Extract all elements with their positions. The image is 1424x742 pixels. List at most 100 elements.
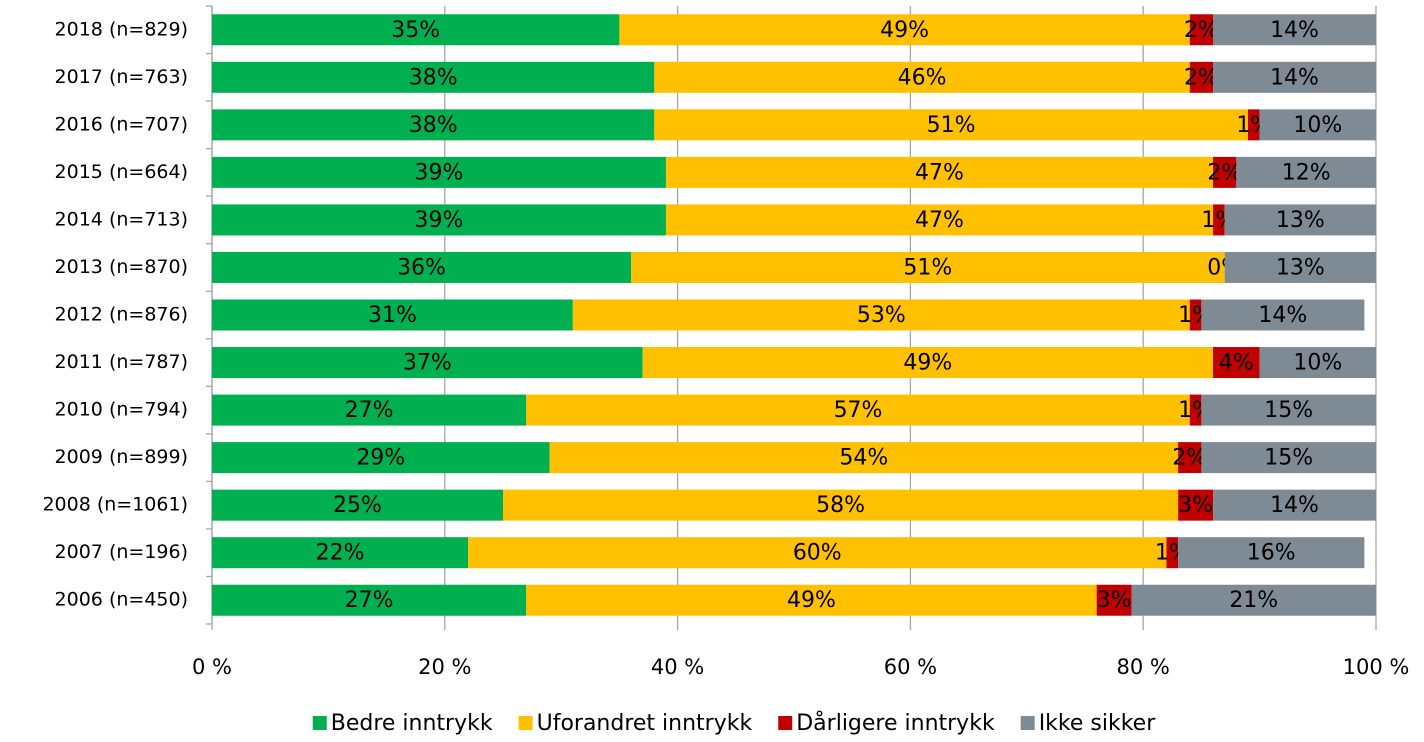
data-label: 38% [409, 65, 458, 90]
bar-segment [572, 299, 1190, 331]
bar-segment [631, 251, 1225, 283]
data-label: 27% [345, 588, 394, 613]
legend-swatch [518, 716, 533, 730]
data-label: 14% [1258, 303, 1307, 328]
legend-swatch [312, 716, 327, 730]
bar-segment [503, 489, 1179, 521]
bar-segment [1213, 347, 1260, 379]
bar-segment [665, 204, 1214, 236]
bar-segment [1213, 14, 1376, 46]
data-label: 3% [1097, 588, 1132, 613]
bar-segment [654, 109, 1248, 141]
y-tick-label: 2013 (n=870) [55, 256, 188, 278]
bar-segment [212, 61, 655, 93]
y-tick-label: 2012 (n=876) [55, 304, 188, 326]
y-tick-label: 2011 (n=787) [55, 351, 188, 373]
data-label: 51% [927, 113, 976, 138]
bar-segment [212, 584, 527, 616]
bar-segment [1189, 61, 1214, 93]
data-label: 47% [915, 160, 964, 185]
y-tick-label: 2017 (n=763) [55, 66, 188, 88]
data-label: 21% [1229, 588, 1278, 613]
bar-segment [468, 537, 1167, 569]
legend-label: Ikke sikker [1039, 711, 1157, 736]
x-tick-label: 20 % [418, 655, 471, 679]
y-tick-label: 2008 (n=1061) [42, 494, 188, 516]
bar-segment [526, 584, 1097, 616]
data-label: 53% [857, 303, 906, 328]
y-tick-label: 2015 (n=664) [55, 161, 188, 183]
bar-segment [665, 156, 1214, 188]
data-label: 60% [793, 541, 842, 566]
data-label: 13% [1276, 255, 1325, 280]
bar-segment [1201, 299, 1365, 331]
bar-segment [1189, 394, 1202, 426]
bar-segment [1213, 156, 1237, 188]
bar-segment [212, 109, 655, 141]
x-tick-label: 100 % [1343, 655, 1410, 679]
bar-segment [1096, 584, 1132, 616]
data-label: 58% [816, 493, 865, 518]
data-label: 36% [397, 255, 446, 280]
data-label: 15% [1264, 398, 1313, 423]
bar-segment [212, 537, 469, 569]
data-label: 2% [1184, 65, 1219, 90]
bar-segment [1224, 204, 1376, 236]
bar-segment [549, 442, 1179, 474]
legend-label: Bedre inntrykk [331, 711, 493, 736]
bar-segment [1178, 537, 1365, 569]
bar-segment [1201, 394, 1376, 426]
data-label: 47% [915, 208, 964, 233]
data-label: 49% [880, 18, 929, 43]
data-label: 35% [391, 18, 440, 43]
bar-segment [1131, 584, 1376, 616]
data-label: 49% [903, 351, 952, 376]
data-label: 37% [403, 351, 452, 376]
data-label: 10% [1293, 113, 1342, 138]
x-tick-label: 40 % [651, 655, 704, 679]
y-tick-label: 2016 (n=707) [55, 113, 188, 135]
bar-segment [1247, 109, 1260, 141]
legend-swatch [1020, 716, 1035, 730]
bar-segment [1213, 489, 1376, 521]
bar-segment [1259, 347, 1376, 379]
data-label: 14% [1270, 65, 1319, 90]
data-label: 2% [1207, 160, 1242, 185]
legend-swatch [778, 716, 793, 730]
y-tick-label: 2007 (n=196) [55, 541, 188, 563]
bar-segment [212, 489, 503, 521]
bar-segment [1236, 156, 1376, 188]
data-label: 54% [839, 446, 888, 471]
data-label: 12% [1282, 160, 1331, 185]
bar-segment [212, 14, 620, 46]
bar-segment [212, 204, 666, 236]
bar-segment [212, 442, 550, 474]
x-tick-label: 0 % [192, 655, 232, 679]
data-label: 29% [356, 446, 405, 471]
bar-segment [654, 61, 1190, 93]
bar-segment [1213, 61, 1376, 93]
bar-segment [1189, 299, 1202, 331]
bar-segment [526, 394, 1190, 426]
data-label: 14% [1270, 493, 1319, 518]
data-label: 2% [1172, 446, 1207, 471]
legend-label: Uforandret inntrykk [537, 711, 753, 736]
bar-segment [212, 299, 573, 331]
bar-segment [1201, 442, 1376, 474]
x-tick-label: 80 % [1117, 655, 1170, 679]
bar-segment [1166, 537, 1179, 569]
bar-segment [212, 156, 666, 188]
data-label: 38% [409, 113, 458, 138]
data-label: 39% [415, 160, 464, 185]
bar-segment [642, 347, 1214, 379]
data-label: 3% [1178, 493, 1213, 518]
data-label: 49% [787, 588, 836, 613]
y-tick-label: 2009 (n=899) [55, 446, 188, 468]
y-tick-label: 2010 (n=794) [55, 399, 188, 421]
data-label: 27% [345, 398, 394, 423]
bar-segment [212, 394, 527, 426]
data-label: 25% [333, 493, 382, 518]
data-label: 51% [903, 255, 952, 280]
y-tick-label: 2018 (n=829) [55, 18, 188, 40]
